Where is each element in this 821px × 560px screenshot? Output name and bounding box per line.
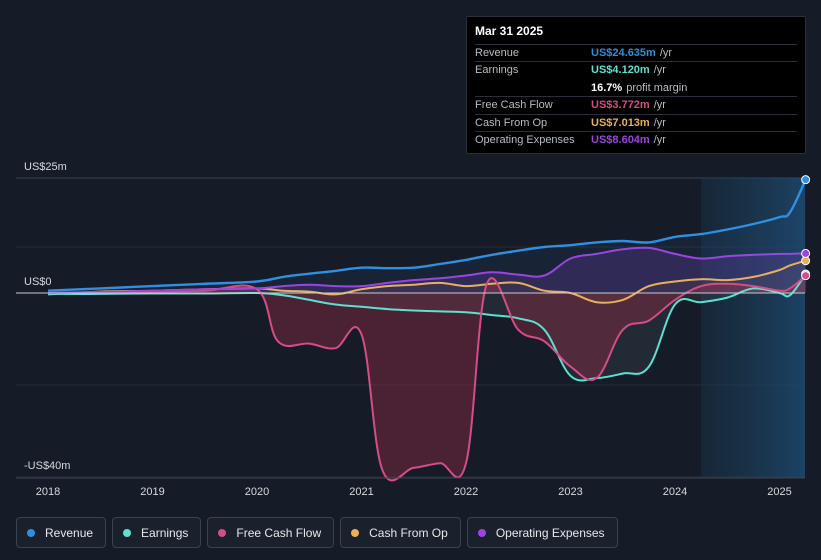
forecast-region	[701, 178, 805, 478]
tooltip-unit: /yr	[653, 133, 666, 146]
x-tick-label: 2022	[454, 486, 478, 498]
series-line-operating-expenses	[47, 246, 806, 294]
tooltip-value: US$8.604m	[591, 133, 650, 146]
y-tick-label: US$0	[24, 276, 52, 288]
tooltip-value: US$24.635m	[591, 47, 656, 59]
tooltip-date: Mar 31 2025	[475, 25, 797, 45]
tooltip-value: US$3.772m	[591, 99, 650, 112]
tooltip-label: Earnings	[475, 64, 519, 77]
tooltip-row-opex: Operating Expenses US$8.604m /yr	[475, 132, 797, 149]
legend-label: Revenue	[45, 525, 94, 540]
series-end-markers	[801, 175, 811, 281]
legend-label: Free Cash Flow	[236, 525, 322, 540]
tooltip-unit: /yr	[653, 99, 666, 112]
legend-item-operating-expenses[interactable]: Operating Expenses	[466, 517, 618, 548]
y-tick-label: -US$40m	[24, 460, 70, 472]
x-tick-label: 2018	[36, 486, 60, 498]
series-area-revenue	[48, 179, 806, 293]
gridlines	[16, 177, 805, 478]
legend-item-revenue[interactable]: Revenue	[16, 517, 107, 548]
series-area-free-cash-flow	[48, 275, 806, 481]
legend: Revenue Earnings Free Cash Flow Cash Fro…	[16, 517, 618, 548]
legend-dot	[123, 528, 132, 537]
tooltip-unit: /yr	[653, 116, 666, 129]
tooltip-margin-value: 16.7%	[591, 81, 623, 94]
series-line-cash-from-op	[47, 259, 806, 304]
legend-label: Earnings	[141, 525, 189, 540]
x-tick-label: 2025	[767, 486, 791, 498]
series-areas	[48, 179, 806, 481]
tooltip-margin-unit: profit margin	[626, 81, 688, 94]
x-tick-label: 2023	[558, 486, 582, 498]
legend-item-cash-from-op[interactable]: Cash From Op	[340, 517, 461, 548]
tooltip-unit: /yr	[659, 47, 673, 59]
tooltip-value: US$7.013m	[591, 116, 650, 129]
tooltip-label: Revenue	[475, 47, 520, 59]
legend-label: Cash From Op	[369, 525, 448, 540]
tooltip-row-revenue: Revenue US$24.635m /yr	[475, 45, 797, 63]
tooltip-row-earnings: Earnings US$4.120m /yr	[475, 62, 797, 79]
legend-dot	[477, 528, 486, 537]
tooltip-row-fcf: Free Cash Flow US$3.772m /yr	[475, 97, 797, 115]
x-tick-label: 2020	[245, 486, 269, 498]
tooltip: Mar 31 2025 Revenue US$24.635m /yr Earni…	[466, 16, 806, 154]
end-marker-cash-from-op	[801, 256, 811, 266]
tooltip-unit: /yr	[653, 64, 666, 77]
end-marker-operating-expenses	[801, 248, 811, 258]
legend-item-free-cash-flow[interactable]: Free Cash Flow	[207, 517, 335, 548]
tooltip-label: Free Cash Flow	[475, 99, 553, 112]
x-tick-label: 2024	[663, 486, 687, 498]
y-tick-label: US$25m	[24, 161, 67, 173]
tooltip-label: Operating Expenses	[475, 133, 575, 146]
tooltip-label: Cash From Op	[475, 116, 548, 129]
tooltip-row-cfo: Cash From Op US$7.013m /yr	[475, 115, 797, 132]
series-line-free-cash-flow	[47, 274, 807, 482]
axes: US$25m US$0 -US$40m 2018 2019 2020 2021 2022 202…	[16, 161, 805, 498]
tooltip-row-margin: 16.7% profit margin	[475, 80, 797, 98]
series-area-operating-expenses	[48, 247, 806, 293]
end-marker-free-cash-flow	[801, 271, 811, 281]
x-tick-label: 2021	[349, 486, 373, 498]
end-marker-revenue	[801, 175, 811, 185]
legend-label: Operating Expenses	[495, 525, 605, 540]
tooltip-value: US$4.120m	[591, 64, 650, 77]
series-line-revenue	[47, 179, 807, 292]
legend-dot	[351, 528, 360, 537]
legend-dot	[27, 528, 35, 537]
x-tick-label: 2019	[140, 486, 164, 498]
series-lines	[47, 179, 807, 482]
legend-dot	[218, 528, 227, 537]
legend-item-earnings[interactable]: Earnings	[112, 517, 202, 548]
